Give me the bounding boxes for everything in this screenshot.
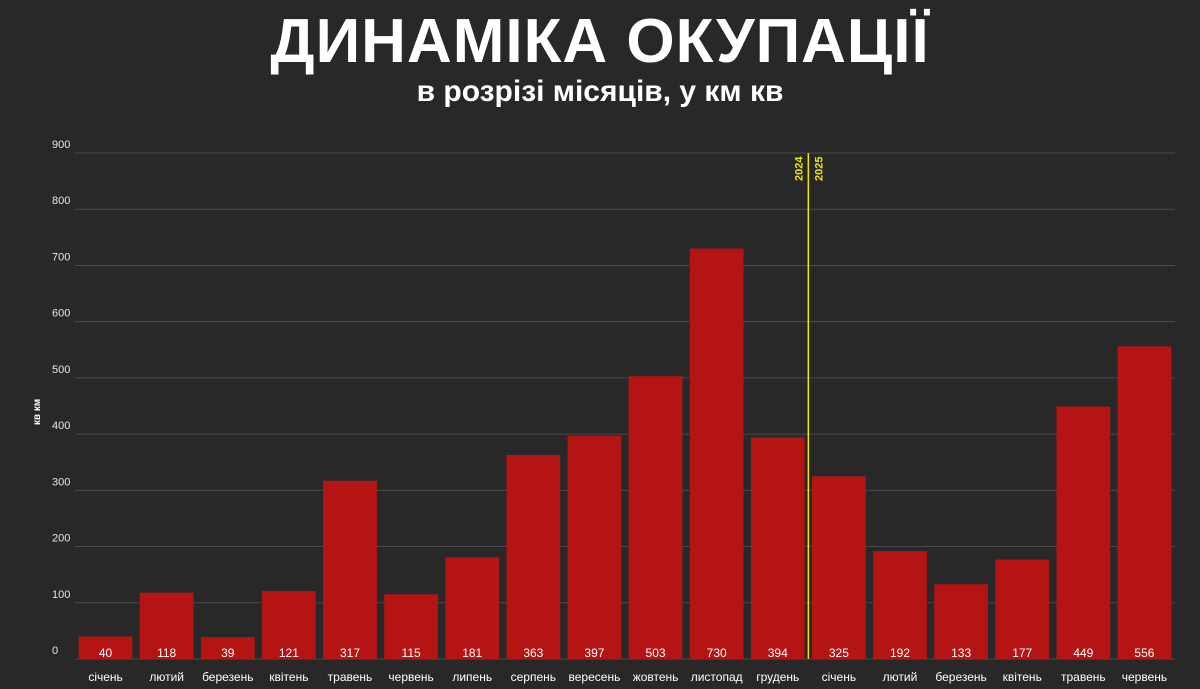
bar-value-label: 39 bbox=[221, 646, 235, 660]
x-category-label: квітень bbox=[1003, 670, 1042, 684]
x-category-label: грудень bbox=[756, 670, 799, 684]
x-category-label: травень bbox=[1061, 670, 1106, 684]
bar bbox=[1117, 346, 1172, 659]
bar bbox=[812, 476, 866, 659]
bar-value-label: 115 bbox=[402, 646, 421, 660]
x-category-label: березень bbox=[202, 670, 253, 684]
y-tick-label: 300 bbox=[52, 476, 70, 488]
x-category-label: червень bbox=[1122, 670, 1167, 684]
bar bbox=[262, 590, 316, 659]
y-tick-label: 600 bbox=[52, 308, 70, 320]
x-category-label: червень bbox=[388, 670, 433, 684]
bar bbox=[1056, 406, 1111, 659]
bar-value-label: 449 bbox=[1073, 646, 1093, 660]
grid-lines bbox=[75, 152, 1175, 660]
x-category-label: лютий bbox=[883, 670, 918, 684]
year-label-2025: 2025 bbox=[813, 157, 825, 181]
x-category-label: вересень bbox=[569, 670, 621, 684]
bar-value-label: 121 bbox=[279, 646, 299, 660]
bar-value-label: 503 bbox=[646, 646, 666, 660]
y-tick-label: 900 bbox=[52, 139, 70, 151]
y-tick-label: 500 bbox=[52, 364, 70, 376]
bar-value-label: 325 bbox=[829, 646, 849, 660]
bar-value-label: 177 bbox=[1012, 646, 1032, 660]
bar bbox=[384, 594, 438, 659]
x-category-label: січень bbox=[822, 670, 856, 684]
bar-value-label: 363 bbox=[523, 646, 543, 660]
bar-value-label: 317 bbox=[340, 646, 360, 660]
bar-value-label: 133 bbox=[951, 646, 971, 660]
bar-value-label: 192 bbox=[890, 646, 910, 660]
bar-value-label: 394 bbox=[768, 646, 788, 660]
year-label-2024: 2024 bbox=[793, 156, 805, 181]
bar-value-label: 40 bbox=[99, 646, 113, 660]
bars: 40 118 39 121 317 115 181 363 397 503 730 394 325 192… bbox=[78, 248, 1172, 660]
x-category-label: листопад bbox=[691, 670, 743, 684]
bar bbox=[200, 637, 255, 659]
x-category-label: березень bbox=[935, 670, 986, 684]
bar-value-label: 181 bbox=[462, 646, 482, 660]
x-category-label: липень bbox=[452, 670, 492, 684]
bar bbox=[934, 584, 988, 659]
bar bbox=[139, 592, 194, 659]
x-category-label: квітень bbox=[269, 670, 308, 684]
bar bbox=[445, 557, 500, 659]
x-category-label: січень bbox=[88, 670, 122, 684]
y-axis-title: кв км bbox=[32, 399, 43, 425]
x-category-label: серпень bbox=[511, 670, 556, 684]
x-axis-categories: січень лютий березень квітень травень червень… bbox=[88, 670, 1167, 684]
year-divider: 2024 2025 bbox=[793, 153, 825, 659]
y-tick-label: 200 bbox=[52, 533, 70, 545]
y-axis-ticks: 0 100 200 300 400 500 600 700 800 900 bbox=[52, 139, 70, 657]
bar bbox=[506, 454, 561, 659]
bar bbox=[750, 437, 805, 659]
bar bbox=[628, 376, 683, 659]
bar bbox=[78, 636, 133, 659]
bar-value-label: 556 bbox=[1134, 646, 1154, 660]
bar-value-label: 730 bbox=[707, 646, 727, 660]
y-tick-label: 800 bbox=[52, 195, 70, 207]
x-category-label: лютий bbox=[149, 670, 184, 684]
bar bbox=[689, 248, 744, 660]
chart-subtitle: в розрізі місяців, у км кв bbox=[416, 75, 784, 108]
bar-value-label: 397 bbox=[584, 646, 604, 660]
y-tick-label: 700 bbox=[52, 251, 70, 263]
bar bbox=[567, 435, 622, 659]
chart-title: ДИНАМІКА ОКУПАЦІЇ bbox=[270, 7, 930, 76]
bar bbox=[323, 480, 377, 659]
x-category-label: жовтень bbox=[633, 670, 679, 684]
y-tick-label: 100 bbox=[52, 589, 70, 601]
bar-value-label: 118 bbox=[157, 646, 176, 660]
x-category-label: травень bbox=[328, 670, 373, 684]
y-tick-label: 400 bbox=[52, 420, 70, 432]
y-tick-label: 0 bbox=[52, 645, 58, 657]
bar bbox=[995, 559, 1050, 659]
bar bbox=[873, 551, 927, 659]
